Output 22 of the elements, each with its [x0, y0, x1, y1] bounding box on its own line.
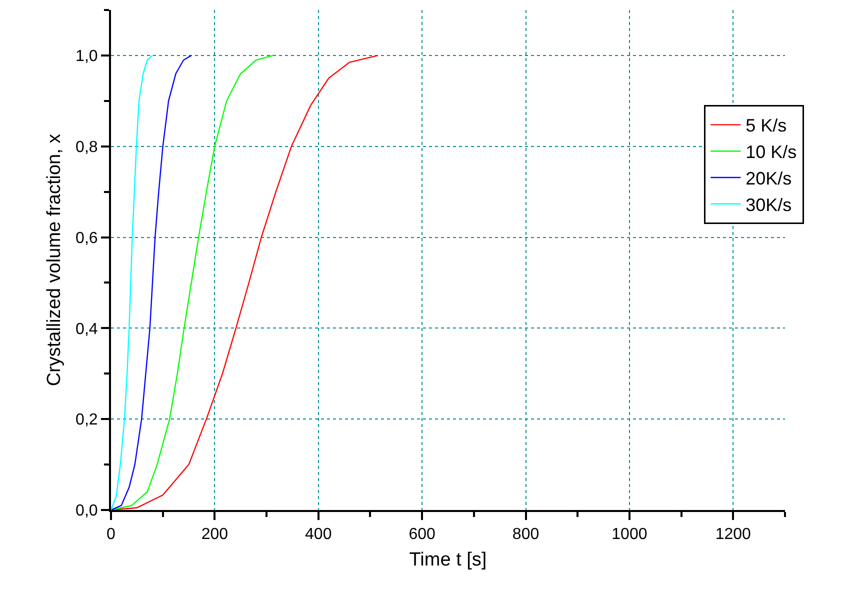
legend-label: 10 K/s — [746, 142, 797, 162]
x-tick-label: 1000 — [612, 526, 648, 544]
y-tick-label: 1,0 — [76, 48, 98, 66]
x-tick-label: 600 — [408, 526, 436, 544]
line-series — [111, 54, 274, 510]
y-tick-label: 0,6 — [76, 230, 98, 247]
x-tick-label: 200 — [201, 526, 228, 544]
y-tick-label: 0,8 — [76, 138, 98, 156]
x-tick-label: 0 — [106, 526, 116, 544]
legend-label: 5 K/s — [746, 116, 787, 136]
line-series — [111, 54, 192, 510]
y-tick-label: 0,2 — [76, 412, 98, 429]
y-axis-title: Crystallized volume fraction, x — [44, 133, 65, 386]
legend-label: 30K/s — [746, 194, 792, 215]
y-tick-label: 0,0 — [76, 502, 98, 520]
legend-label: 20K/s — [746, 168, 792, 189]
line-series — [111, 54, 154, 510]
x-tick-label: 400 — [305, 526, 332, 544]
x-tick-label: 1200 — [715, 526, 752, 544]
x-axis-title: Time t [s] — [409, 550, 487, 570]
y-tick-label: 0,4 — [76, 320, 98, 338]
x-tick-label: 800 — [512, 526, 540, 544]
